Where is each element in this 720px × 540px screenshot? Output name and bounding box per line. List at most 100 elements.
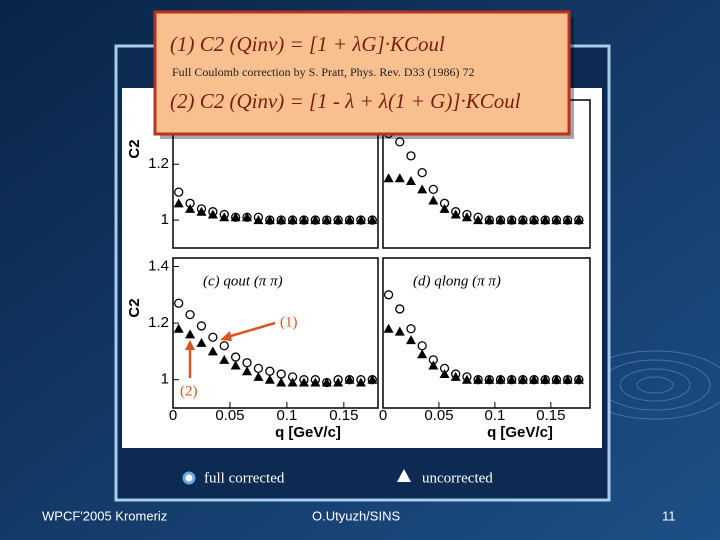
- annotation: (2): [180, 383, 198, 399]
- circle-point: [484, 375, 494, 385]
- panel-frame: [172, 257, 379, 409]
- triangle-point: [517, 374, 528, 384]
- x-tick-label: 0: [169, 407, 177, 424]
- circle-point: [322, 215, 332, 225]
- circle-point: [208, 332, 218, 342]
- formula: (1) C2 (Qinv) = [1 + λG]·KCoul: [170, 32, 445, 56]
- y-axis-label: C2: [126, 298, 143, 317]
- circle-point: [208, 207, 218, 217]
- footer: WPCF'2005 Kromeriz: [42, 508, 167, 523]
- circle-point: [574, 215, 584, 225]
- circle-point: [344, 215, 355, 225]
- circle-point: [299, 215, 309, 225]
- triangle-point: [333, 215, 344, 225]
- triangle-point: [185, 329, 196, 339]
- circle-point: [562, 375, 573, 385]
- plot-area: [122, 88, 602, 448]
- triangle-point: [321, 377, 332, 387]
- triangle-point: [383, 323, 394, 333]
- circle-point: [322, 377, 332, 388]
- box: [153, 10, 571, 136]
- circle-point: [462, 209, 472, 220]
- triangle-point: [344, 215, 355, 225]
- circle-point: [344, 375, 355, 385]
- circle-point: [473, 375, 483, 385]
- circle-point: [230, 352, 241, 362]
- circle-point: [356, 375, 366, 385]
- triangle-point: [383, 173, 394, 183]
- triangle-point: [298, 377, 309, 387]
- triangle-point: [573, 215, 584, 225]
- reference: Full Coulomb correction by S. Pratt, Phy…: [172, 65, 475, 79]
- triangle-point: [173, 198, 184, 208]
- circle-point: [417, 167, 427, 178]
- circle-point: [462, 372, 472, 382]
- y-tick-label: 1: [161, 211, 169, 228]
- x-axis-label: q [GeV/c]: [275, 424, 341, 441]
- circle-point: [417, 341, 427, 351]
- triangle-point: [529, 215, 540, 225]
- circle-point: [276, 369, 286, 379]
- triangle-point: [310, 377, 321, 387]
- arrow: [223, 321, 276, 340]
- triangle-point: [506, 374, 517, 384]
- annotation: (1): [280, 314, 298, 330]
- triangle-point: [417, 349, 428, 359]
- circle-point: [574, 375, 584, 385]
- triangle-point: [450, 371, 461, 381]
- triangle-point: [506, 215, 517, 225]
- triangle-point: [219, 212, 230, 222]
- legend-marker: [182, 471, 196, 485]
- triangle-point: [540, 215, 551, 225]
- legend-label: full corrected: [204, 470, 285, 486]
- triangle-point: [219, 354, 230, 364]
- x-tick-label: 0.05: [424, 407, 453, 424]
- triangle-point: [450, 209, 461, 219]
- triangle-point: [276, 377, 287, 387]
- circle-point: [428, 355, 439, 365]
- circle-point: [439, 363, 450, 374]
- triangle-point: [439, 203, 450, 213]
- triangle-point: [298, 215, 309, 225]
- panel-frame: [382, 257, 591, 409]
- circle-point: [395, 137, 405, 147]
- arrow-head: [185, 340, 195, 350]
- legend: full corrected uncorrected: [182, 469, 493, 486]
- triangle-point: [461, 212, 472, 222]
- circle-point: [287, 372, 298, 382]
- triangle-point: [230, 212, 241, 222]
- triangle-point: [173, 323, 184, 333]
- triangle-point: [495, 215, 506, 225]
- legend-label: uncorrected: [422, 470, 493, 486]
- circle-point: [529, 215, 539, 225]
- circle-point: [495, 375, 506, 385]
- circle-point: [529, 375, 539, 385]
- circle-point: [439, 198, 450, 208]
- x-tick-label: 0.15: [329, 407, 358, 424]
- circle-point: [451, 207, 461, 217]
- circle-point: [333, 215, 343, 225]
- circle-point: [265, 366, 275, 376]
- triangle-point: [310, 215, 321, 225]
- circle-point: [406, 151, 416, 161]
- y-axis-label: C2: [126, 139, 143, 158]
- circle-point: [551, 375, 562, 385]
- triangle-point: [484, 215, 495, 225]
- circle-point: [230, 212, 241, 222]
- circle-point: [406, 324, 416, 334]
- circle-point: [299, 375, 309, 385]
- y-tick-label: 1: [161, 371, 169, 388]
- triangle-point: [484, 374, 495, 384]
- formula-box: (1) C2 (Qinv) = [1 + λG]·KCoul Full Coul…: [153, 10, 574, 139]
- x-tick-label: 0.1: [484, 407, 505, 424]
- circle-point: [562, 215, 573, 225]
- y-tick-label: 1.2: [148, 155, 169, 172]
- triangle-point: [276, 215, 287, 225]
- x-tick-label: 0.05: [215, 407, 244, 424]
- circle-point: [395, 304, 405, 314]
- arrow-head: [220, 331, 232, 341]
- circle-point: [265, 215, 275, 225]
- triangle-point: [405, 335, 416, 345]
- triangle-point: [264, 374, 275, 384]
